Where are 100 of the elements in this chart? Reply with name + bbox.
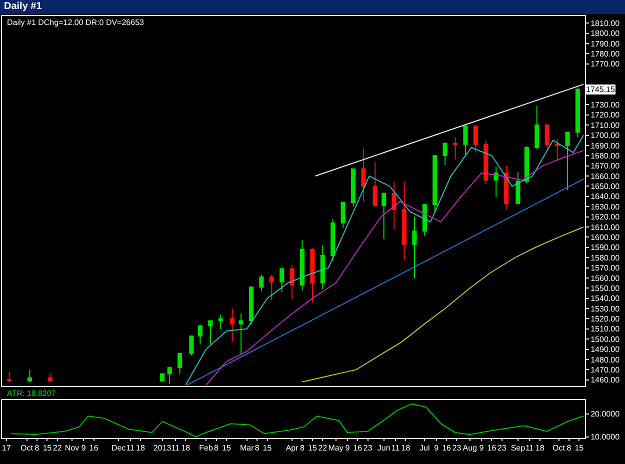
- x-tick-label: Aug: [462, 444, 477, 453]
- candlestick: [484, 140, 488, 185]
- line-series: [10, 403, 584, 438]
- candlestick: [290, 264, 294, 300]
- y-tick-label: 1690.00: [590, 141, 620, 150]
- candlestick: [575, 86, 580, 138]
- x-tick-label: 11: [525, 444, 534, 453]
- x-tick-label: 18: [535, 444, 545, 453]
- y-tick-label: 1660.00: [590, 172, 620, 181]
- candlestick: [432, 155, 438, 214]
- candlestick: [27, 369, 32, 382]
- candlestick: [189, 336, 194, 356]
- candlestick: [392, 182, 396, 230]
- y-tick-label: 1550.00: [590, 284, 620, 293]
- x-tick-label: 23: [452, 444, 462, 453]
- candlestick: [504, 165, 509, 210]
- candlestick: [300, 240, 305, 291]
- x-tick-label: 2013: [153, 444, 172, 453]
- candlestick: [230, 308, 235, 343]
- y-tick-label: 1800.00: [590, 29, 620, 38]
- candlestick: [516, 171, 520, 204]
- candlestick: [310, 248, 315, 303]
- candlestick: [565, 132, 570, 191]
- x-tick-label: Dec: [111, 444, 126, 453]
- candlestick: [7, 371, 12, 382]
- candlestick: [208, 320, 213, 345]
- candlestick: [178, 352, 182, 374]
- x-tick-label: 23: [497, 444, 507, 453]
- x-tick-label: Mar: [240, 444, 254, 453]
- x-tick-label: 15: [222, 444, 232, 453]
- x-tick-label: 8: [300, 444, 306, 453]
- x-tick-label: May: [328, 444, 344, 453]
- candlestick: [167, 366, 172, 384]
- candlestick: [372, 161, 378, 208]
- candlestick: [48, 373, 52, 382]
- y-tick-label: 1670.00: [590, 162, 620, 171]
- y-tick-label: 1630.00: [590, 202, 620, 212]
- y-tick-label: 1650.00: [590, 182, 620, 192]
- candlestick: [259, 274, 264, 292]
- x-tick-label: Jun: [377, 444, 390, 453]
- y-tick-label: 1560.00: [590, 274, 620, 283]
- x-tick-label: 8: [566, 444, 572, 453]
- candlestick: [218, 314, 223, 330]
- x-tick-label: 22: [52, 444, 62, 453]
- y-tick-label: 1720.00: [590, 110, 620, 120]
- x-tick-label: 16: [487, 444, 497, 453]
- y-tick-label: 1680.00: [590, 151, 620, 160]
- y-tick-label: 1500.00: [590, 334, 620, 344]
- candlestick: [361, 148, 366, 202]
- y-tick-label: 1810.00: [590, 18, 620, 28]
- x-tick-label: 15: [42, 444, 52, 453]
- candlestick: [320, 244, 325, 290]
- candlestick: [412, 216, 417, 278]
- candlestick: [238, 313, 244, 355]
- x-tick-label: Sep: [510, 444, 526, 453]
- candlestick: [494, 166, 498, 198]
- y-tick-label: 1730.00: [590, 100, 620, 110]
- y-tick-label: 1770.00: [590, 60, 620, 69]
- candlestick: [453, 136, 458, 160]
- chart-title: Daily #1: [0, 0, 625, 14]
- candlestick: [350, 168, 356, 208]
- x-tick-label: 8: [34, 444, 40, 453]
- line-series: [302, 226, 584, 382]
- y-tick-label: 1620.00: [590, 212, 620, 222]
- y-tick-label: 1590.00: [590, 243, 620, 252]
- x-tick-label: Apr: [286, 444, 299, 453]
- candlestick: [330, 218, 336, 262]
- candlestick: [422, 203, 427, 237]
- text: ATR: 18.8207: [7, 389, 56, 398]
- chart-subtitle: Daily #1 DChg=12.00 DR:0 DV=26653: [7, 18, 145, 27]
- y-tick-label: 20.0000: [590, 410, 620, 419]
- y-tick-label: 1460.00: [590, 376, 620, 385]
- y-tick-label: 1780.00: [590, 50, 620, 59]
- y-tick-label: 1610.00: [590, 222, 620, 232]
- candlestick: [524, 146, 529, 184]
- x-tick-label: 22: [318, 444, 328, 453]
- y-tick-label: 1570.00: [590, 264, 620, 273]
- y-tick-label: 1480.00: [590, 355, 620, 364]
- candlestick: [340, 201, 346, 229]
- y-tick-label: 1540.00: [590, 294, 620, 304]
- x-tick-label: 15: [574, 444, 584, 453]
- x-tick-label: 8: [254, 444, 260, 453]
- y-tick-label: 1530.00: [590, 304, 620, 314]
- y-tick-label: 1490.00: [590, 345, 620, 354]
- x-tick-label: 8: [214, 444, 220, 453]
- x-tick-label: 17: [2, 444, 12, 453]
- x-tick-label: 18: [181, 444, 191, 453]
- y-tick-label: 1640.00: [590, 192, 620, 202]
- candlestick: [248, 286, 254, 326]
- y-tick-label: 1710.00: [590, 120, 620, 130]
- x-tick-label: 18: [401, 444, 411, 453]
- y-tick-label: 1790.00: [590, 39, 620, 48]
- x-tick-label: Nov: [64, 444, 80, 453]
- candlestick: [442, 142, 448, 166]
- candlestick: [198, 324, 203, 345]
- y-tick-label: 10.0000: [590, 432, 620, 442]
- candlestick: [555, 138, 560, 162]
- candlestick: [473, 126, 478, 154]
- x-tick-label: 9: [81, 444, 86, 453]
- candlestick: [280, 267, 284, 293]
